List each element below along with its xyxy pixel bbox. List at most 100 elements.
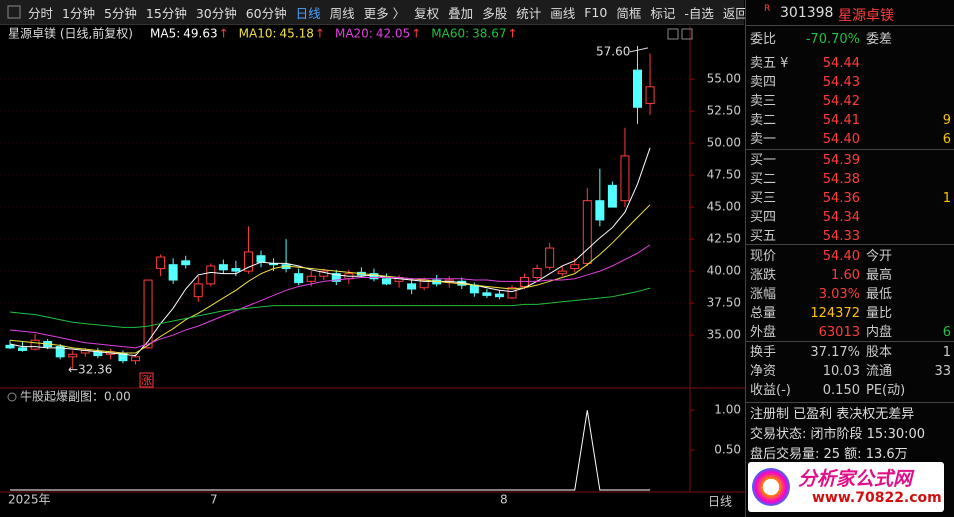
quote-cell: 54.38 bbox=[822, 172, 860, 187]
toolbar-button[interactable]: 日线 bbox=[295, 5, 321, 21]
candle-body bbox=[306, 275, 316, 282]
toolbar-button[interactable]: 周线 bbox=[329, 5, 355, 21]
high-label: 57.60 bbox=[596, 44, 630, 58]
quote-cell: 收益(-) bbox=[750, 383, 791, 398]
candle-body bbox=[482, 292, 492, 296]
candle-body bbox=[143, 279, 153, 349]
quote-cell: 股本 bbox=[866, 345, 893, 360]
candle-body bbox=[532, 268, 542, 278]
quote-cell: 买五 bbox=[750, 229, 777, 244]
indicator-icon[interactable] bbox=[7, 392, 17, 402]
quote-cell: 量比 bbox=[866, 306, 893, 321]
toolbar-button[interactable]: 60分钟 bbox=[245, 5, 287, 21]
ma-label: MA20: bbox=[335, 27, 373, 41]
quote-cell: 1 bbox=[942, 191, 951, 206]
quote-cell: 54.39 bbox=[822, 153, 860, 168]
candle-body bbox=[5, 344, 15, 349]
y-tick-label: 35.00 bbox=[707, 328, 741, 342]
candle-body bbox=[256, 255, 266, 263]
candle-body bbox=[582, 200, 592, 264]
high-pointer bbox=[629, 47, 649, 53]
quote-cell: 涨跌 bbox=[750, 268, 777, 283]
toolbar-button[interactable]: 1分钟 bbox=[62, 5, 95, 21]
candle-body bbox=[156, 256, 166, 270]
quote-panel: R 301398 星源卓镁 注册制 已盈利 表决权无差异 交易状态: 闭市阶段 … bbox=[745, 0, 954, 517]
stock-name: 星源卓镁 bbox=[838, 8, 894, 24]
toolbar-button[interactable]: 统计 bbox=[516, 5, 542, 21]
toolbar-button[interactable]: 返回 bbox=[722, 5, 748, 21]
candle-body bbox=[18, 347, 28, 351]
quote-cell: 换手 bbox=[750, 345, 777, 360]
candle-body bbox=[30, 339, 40, 350]
limit-box bbox=[139, 372, 154, 388]
tags: 注册制 已盈利 表决权无差异 bbox=[750, 407, 915, 422]
ma-arrow: ↑ bbox=[315, 27, 325, 41]
quote-cell: 54.34 bbox=[822, 210, 860, 225]
y-tick-label: 42.50 bbox=[707, 232, 741, 246]
candle-body bbox=[620, 155, 630, 202]
logo: 分析家公式网 www.70822.com bbox=[748, 462, 944, 512]
quote-cell: 委差 bbox=[866, 32, 893, 47]
candle-body bbox=[645, 86, 655, 104]
x-label: 2025年 bbox=[8, 493, 51, 507]
toolbar-button[interactable]: 15分钟 bbox=[145, 5, 187, 21]
quote-cell: 10.03 bbox=[822, 364, 860, 379]
quote-row: 收益(-) 0.150 PE(动) bbox=[750, 381, 954, 400]
quote-row: 买三 54.36 1 bbox=[750, 189, 954, 208]
ma-arrow: ↑ bbox=[219, 27, 229, 41]
candle-body bbox=[570, 264, 580, 270]
quote-row: 换手 37.17% 股本 1 bbox=[750, 343, 954, 362]
separator bbox=[746, 149, 954, 150]
ma-line bbox=[9, 287, 651, 328]
quote-cell: 54.44 bbox=[822, 56, 860, 71]
period-label: 日线 bbox=[708, 495, 732, 509]
ma-arrow: ↑ bbox=[508, 27, 518, 41]
quote-cell: 1 bbox=[942, 345, 951, 360]
quote-cell: 现价 bbox=[750, 249, 777, 264]
ma-line bbox=[9, 147, 651, 357]
candle-body bbox=[469, 284, 479, 294]
candle-body bbox=[168, 264, 178, 281]
ma-label: MA5: bbox=[150, 27, 180, 41]
toolbar-button[interactable]: F10 bbox=[584, 4, 608, 20]
toolbar-button[interactable]: 标记 bbox=[650, 5, 676, 21]
quote-cell: 63013 bbox=[818, 325, 860, 340]
y-tick-label: 0.50 bbox=[714, 443, 741, 457]
toolbar-button[interactable]: 分时 bbox=[28, 5, 54, 21]
quote-cell: 54.43 bbox=[822, 75, 860, 90]
toolbar-button[interactable]: 多股 bbox=[482, 5, 508, 21]
quote-cell: 最高 bbox=[866, 268, 893, 283]
quote-cell: 卖三 bbox=[750, 94, 777, 109]
candle-body bbox=[231, 268, 241, 272]
y-tick-label: 55.00 bbox=[707, 72, 741, 86]
toolbar-button[interactable]: 复权 bbox=[414, 5, 440, 21]
toolbar-button[interactable]: 简框 bbox=[616, 5, 642, 21]
quote-cell: 卖四 bbox=[750, 75, 777, 90]
candle-body bbox=[68, 353, 78, 358]
separator bbox=[746, 402, 954, 403]
ma-value: 38.67 bbox=[472, 27, 506, 41]
quote-cell: 买四 bbox=[750, 210, 777, 225]
quote-row: 现价 54.40 今开 bbox=[750, 247, 954, 266]
candle-body bbox=[507, 287, 517, 299]
toolbar-button[interactable]: 更多 〉 bbox=[363, 5, 406, 21]
indicator-line bbox=[10, 410, 651, 491]
toolbar-button[interactable]: -自选 bbox=[684, 5, 714, 21]
toolbar-button[interactable]: 30分钟 bbox=[195, 5, 237, 21]
candle-body bbox=[607, 184, 617, 208]
candle-body bbox=[206, 265, 216, 285]
menu-icon[interactable] bbox=[7, 5, 21, 19]
candle-body bbox=[595, 200, 605, 221]
quote-cell: 54.41 bbox=[822, 113, 860, 128]
toolbar-button[interactable]: 5分钟 bbox=[103, 5, 137, 21]
toolbar-button[interactable]: 画线 bbox=[550, 5, 576, 21]
quote-cell: 卖一 bbox=[750, 132, 777, 147]
logo-title: 分析家公式网 bbox=[798, 468, 913, 490]
stock-code: 301398 bbox=[780, 5, 834, 21]
settings-icon[interactable] bbox=[667, 28, 679, 40]
candle-body bbox=[331, 273, 341, 282]
y-tick-label: 52.50 bbox=[707, 104, 741, 118]
toolbar-button[interactable]: 叠加 bbox=[448, 5, 474, 21]
close-icon[interactable] bbox=[681, 28, 693, 40]
quote-row: 外盘 63013 内盘 6 bbox=[750, 323, 954, 342]
